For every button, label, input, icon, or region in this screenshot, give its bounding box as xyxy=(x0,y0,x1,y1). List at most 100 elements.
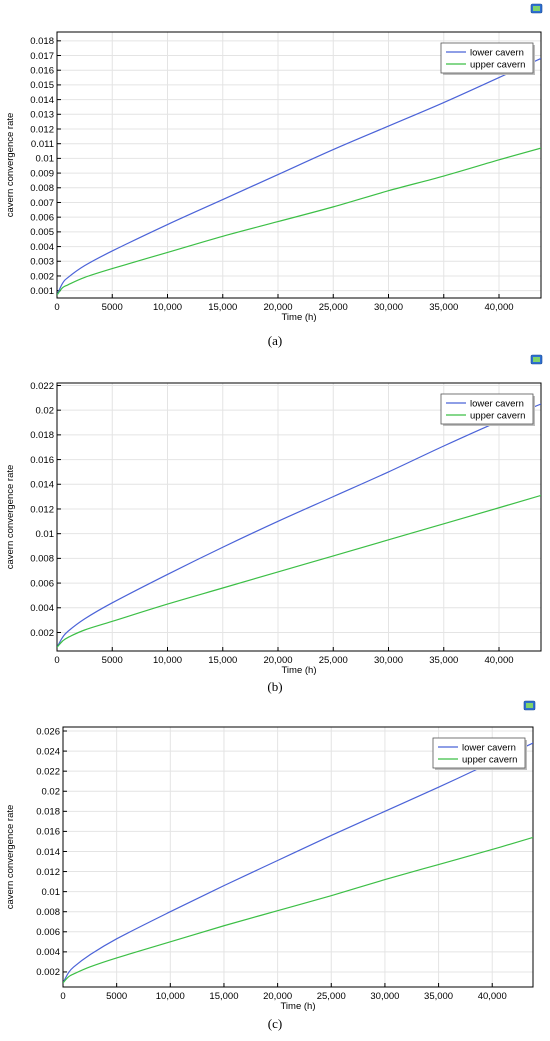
x-tick-label: 40,000 xyxy=(484,655,513,666)
x-axis-label: Time (h) xyxy=(281,665,316,676)
legend-box xyxy=(432,737,526,769)
x-tick-label: 0 xyxy=(60,991,65,1002)
x-tick-label: 5000 xyxy=(102,302,123,313)
x-tick-label: 35,000 xyxy=(424,991,453,1002)
y-tick-label: 0.006 xyxy=(30,578,54,589)
y-tick-label: 0.01 xyxy=(36,154,55,165)
y-tick-label: 0.022 xyxy=(30,381,54,392)
x-tick-label: 25,000 xyxy=(319,655,348,666)
x-tick-label: 10,000 xyxy=(153,302,182,313)
legend-label: upper cavern xyxy=(470,59,525,70)
x-tick-label: 40,000 xyxy=(484,302,513,313)
y-tick-label: 0.003 xyxy=(30,257,54,268)
series-line-lower-cavern xyxy=(57,403,541,648)
x-tick-label: 15,000 xyxy=(208,302,237,313)
plot-frame xyxy=(56,382,542,652)
x-tick-label: 15,000 xyxy=(208,655,237,666)
legend-label: lower cavern xyxy=(470,398,524,409)
y-axis-label: cavern convergence rate xyxy=(5,465,16,570)
plot-icon xyxy=(523,700,536,711)
x-axis-label: Time (h) xyxy=(280,1001,315,1012)
legend-box xyxy=(440,393,534,425)
x-tick-label: 0 xyxy=(54,655,59,666)
plot-icon xyxy=(530,354,543,365)
y-tick-label: 0.004 xyxy=(30,603,54,614)
y-tick-label: 0.012 xyxy=(30,124,54,135)
plot-frame xyxy=(56,31,542,299)
y-tick-label: 0.012 xyxy=(30,504,54,515)
y-tick-label: 0.017 xyxy=(30,51,54,62)
x-tick-label: 35,000 xyxy=(429,302,458,313)
chart-panel-1: 0 5000 10,000 15,000 20,000 25,000 30,000 35,00… xyxy=(5,354,543,676)
y-tick-label: 0.006 xyxy=(30,212,54,223)
y-tick-label: 0.014 xyxy=(30,95,54,106)
panel-caption-b: (b) xyxy=(267,679,283,694)
x-tick-label: 20,000 xyxy=(263,991,292,1002)
plot-icon xyxy=(530,3,543,14)
plot-icon-fill xyxy=(526,703,533,708)
x-tick-label: 20,000 xyxy=(263,655,292,666)
y-tick-label: 0.015 xyxy=(30,80,54,91)
y-tick-label: 0.012 xyxy=(36,867,60,878)
series-line-upper-cavern xyxy=(57,494,541,648)
y-tick-label: 0.016 xyxy=(36,827,60,838)
y-tick-label: 0.008 xyxy=(30,183,54,194)
x-tick-label: 30,000 xyxy=(374,302,403,313)
x-tick-label: 20,000 xyxy=(263,302,292,313)
y-axis-label: cavern convergence rate xyxy=(5,113,16,218)
y-tick-label: 0.016 xyxy=(30,455,54,466)
series-line-upper-cavern xyxy=(63,836,533,984)
x-tick-label: 25,000 xyxy=(319,302,348,313)
legend-label: lower cavern xyxy=(462,742,516,753)
y-tick-label: 0.007 xyxy=(30,198,54,209)
series-line-lower-cavern xyxy=(57,57,541,296)
plot-frame xyxy=(62,726,534,988)
y-tick-label: 0.008 xyxy=(30,554,54,565)
legend-label: upper cavern xyxy=(462,754,517,765)
x-axis-label: Time (h) xyxy=(281,312,316,323)
y-tick-label: 0.002 xyxy=(30,271,54,282)
y-tick-label: 0.01 xyxy=(36,529,55,540)
y-tick-label: 0.02 xyxy=(42,787,61,798)
y-tick-label: 0.002 xyxy=(30,628,54,639)
y-tick-label: 0.018 xyxy=(30,36,54,47)
y-tick-label: 0.018 xyxy=(36,807,60,818)
x-tick-label: 5000 xyxy=(106,991,127,1002)
legend-label: lower cavern xyxy=(470,47,524,58)
x-tick-label: 15,000 xyxy=(209,991,238,1002)
y-tick-label: 0.004 xyxy=(36,947,60,958)
x-tick-label: 40,000 xyxy=(478,991,507,1002)
y-tick-label: 0.018 xyxy=(30,430,54,441)
y-tick-label: 0.02 xyxy=(36,405,55,416)
x-tick-label: 30,000 xyxy=(374,655,403,666)
y-tick-label: 0.006 xyxy=(36,927,60,938)
y-tick-label: 0.01 xyxy=(42,887,61,898)
chart-panel-2: 0 5000 10,000 15,000 20,000 25,000 30,000 35,00… xyxy=(5,700,536,1012)
y-tick-label: 0.022 xyxy=(36,766,60,777)
panel-caption-c: (c) xyxy=(267,1016,283,1031)
plot-icon-fill xyxy=(533,357,540,362)
x-tick-label: 5000 xyxy=(102,655,123,666)
y-tick-label: 0.026 xyxy=(36,726,60,737)
y-axis-label: cavern convergence rate xyxy=(5,805,16,910)
y-tick-label: 0.008 xyxy=(36,907,60,918)
x-tick-label: 10,000 xyxy=(153,655,182,666)
chart-panel-0: 0 5000 10,000 15,000 20,000 25,000 30,000 35,00… xyxy=(5,3,543,323)
y-tick-label: 0.011 xyxy=(31,139,54,150)
y-tick-label: 0.014 xyxy=(30,480,54,491)
y-tick-label: 0.002 xyxy=(36,967,60,978)
y-tick-label: 0.005 xyxy=(30,227,54,238)
y-tick-label: 0.009 xyxy=(30,168,54,179)
panel-caption-a: (a) xyxy=(267,333,283,348)
y-tick-label: 0.014 xyxy=(36,847,60,858)
x-tick-label: 10,000 xyxy=(156,991,185,1002)
x-tick-label: 0 xyxy=(54,302,59,313)
legend-box xyxy=(440,42,534,74)
series-line-upper-cavern xyxy=(57,147,541,296)
series-line-lower-cavern xyxy=(63,742,533,984)
y-tick-label: 0.004 xyxy=(30,242,54,253)
